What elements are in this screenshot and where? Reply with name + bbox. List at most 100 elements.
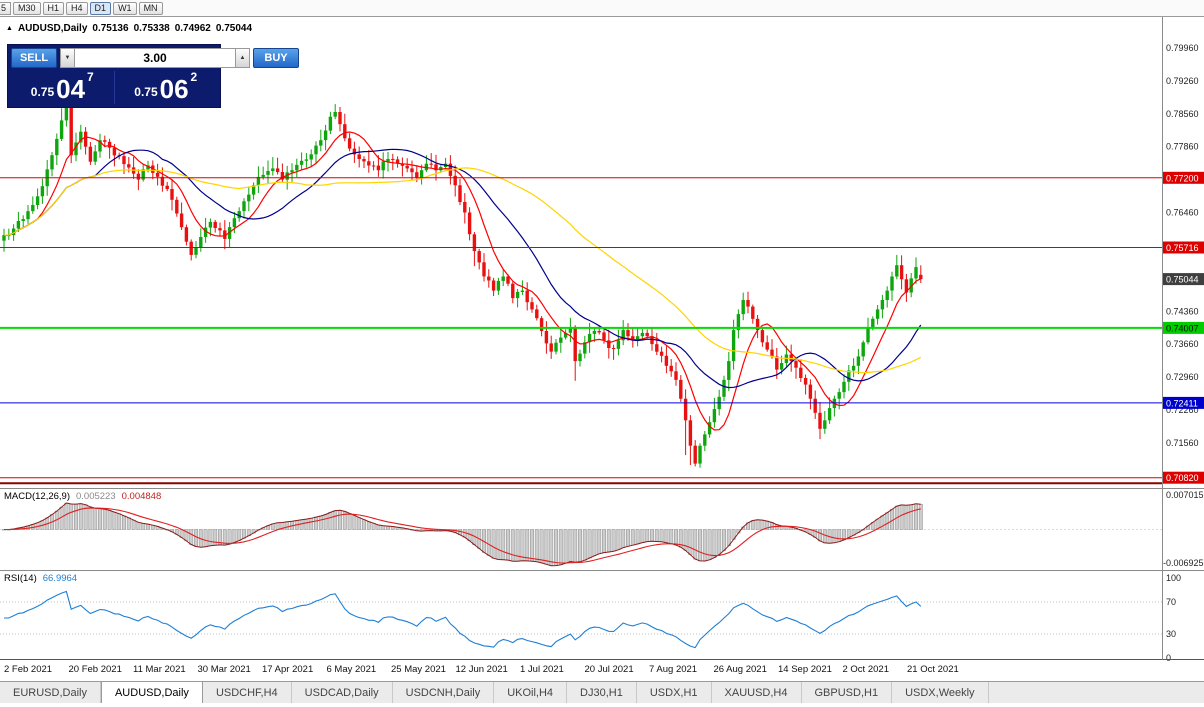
sell-price-pipette: 7 [87, 70, 94, 84]
macd-axis-max: 0.007015 [1166, 490, 1204, 500]
period-button-h4[interactable]: H4 [66, 1, 88, 15]
price-axis-label: 0.71560 [1166, 438, 1199, 448]
macd-signal-value: 0.004848 [121, 491, 162, 502]
price-badge [1163, 396, 1204, 409]
symbol-marker-icon: ▲ [6, 25, 13, 32]
price-badge [1163, 241, 1204, 254]
date-label: 2 Oct 2021 [843, 664, 889, 675]
ohlc-close: 0.75044 [215, 23, 253, 34]
macd-main-line [4, 502, 921, 567]
tab-dj30-h1[interactable]: DJ30,H1 [567, 682, 637, 703]
macd-signal-line [4, 507, 921, 564]
period-button-m30[interactable]: M30 [13, 1, 41, 15]
one-click-trading-panel: SELL ▼ ▲ BUY 0.75 04 7 0.75 06 2 [7, 44, 299, 108]
price-axis-label: 0.72960 [1166, 372, 1199, 382]
timeframe-toolbar: 5 M30 H1 H4 D1 W1 MN [0, 0, 1204, 17]
chart-symbol-label: AUDUSD,Daily [17, 23, 88, 34]
period-button-w1[interactable]: W1 [113, 1, 137, 15]
rsi-axis-label: 30 [1166, 629, 1176, 639]
price-axis-label: 0.79260 [1166, 76, 1199, 86]
period-button-d1[interactable]: D1 [89, 1, 112, 15]
ohlc-high: 0.75338 [133, 23, 170, 34]
rsi-axis-label: 100 [1166, 573, 1181, 583]
tab-usdx-h1[interactable]: USDX,H1 [637, 682, 712, 703]
tab-usdx-weekly[interactable]: USDX,Weekly [892, 682, 989, 703]
tab-usdcad-daily[interactable]: USDCAD,Daily [292, 682, 393, 703]
price-badge [1163, 171, 1204, 184]
date-label: 6 May 2021 [327, 664, 377, 675]
date-label: 26 Aug 2021 [714, 664, 767, 675]
price-axis-label: 0.79960 [1166, 43, 1199, 53]
tab-gbpusd-h1[interactable]: GBPUSD,H1 [802, 682, 893, 703]
price-badge [1163, 321, 1204, 334]
buy-button[interactable]: BUY [253, 48, 299, 68]
price-badge-text: 0.72411 [1166, 398, 1198, 408]
price-axis-label: 0.73660 [1166, 339, 1199, 349]
price-axis-label: 0.72260 [1166, 405, 1199, 415]
rsi-line [4, 590, 922, 649]
buy-price-pipette: 2 [190, 70, 198, 84]
date-label: 17 Apr 2021 [262, 664, 313, 675]
macd-axis-min: -0.006925 [1163, 558, 1204, 568]
tab-ukoil-h4[interactable]: UKOil,H4 [494, 682, 568, 703]
lot-size-spinner: ▼ ▲ [60, 48, 250, 68]
date-label: 11 Mar 2021 [133, 664, 186, 675]
price-axis-label: 0.77860 [1166, 142, 1199, 152]
period-button-5[interactable]: 5 [0, 1, 11, 15]
price-axis-label: 0.76460 [1166, 208, 1199, 218]
lot-increase-icon[interactable]: ▲ [235, 48, 250, 68]
ma-50-line [4, 167, 922, 374]
date-label: 20 Feb 2021 [69, 664, 122, 675]
date-label: 2 Feb 2021 [4, 664, 52, 675]
tab-xauusd-h4[interactable]: XAUUSD,H4 [712, 682, 802, 703]
chart-ohlc-title: ▲ AUDUSD,Daily 0.75136 0.75338 0.74962 0… [6, 23, 252, 34]
lot-decrease-icon[interactable]: ▼ [60, 48, 75, 68]
tab-usdchf-h4[interactable]: USDCHF,H4 [203, 682, 292, 703]
date-label: 21 Oct 2021 [907, 664, 959, 675]
price-badge-text: 0.74007 [1166, 323, 1199, 333]
tab-eurusd-daily[interactable]: EURUSD,Daily [0, 682, 101, 703]
price-badge [1163, 471, 1204, 484]
rsi-axis-label: 0 [1166, 653, 1171, 663]
tab-usdcnh-daily[interactable]: USDCNH,Daily [393, 682, 495, 703]
ma-20-line [4, 148, 922, 389]
date-label: 30 Mar 2021 [198, 664, 251, 675]
sell-price[interactable]: 0.75 04 7 [11, 71, 114, 104]
date-label: 25 May 2021 [391, 664, 446, 675]
macd-name: MACD(12,26,9) [4, 491, 70, 502]
sell-price-big-digits: 04 [56, 74, 86, 105]
sell-price-prefix: 0.75 [30, 85, 55, 100]
date-label: 1 Jul 2021 [520, 664, 564, 675]
rsi-value: 66.9964 [42, 573, 78, 584]
price-badge [1163, 273, 1204, 286]
buy-price-prefix: 0.75 [134, 85, 158, 100]
macd-indicator-label: MACD(12,26,9) 0.005223 0.004848 [4, 491, 161, 502]
rsi-name: RSI(14) [4, 573, 37, 584]
price-badge-text: 0.75716 [1166, 243, 1199, 253]
tab-audusd-daily[interactable]: AUDUSD,Daily [100, 682, 203, 703]
ohlc-open: 0.75136 [92, 23, 129, 34]
rsi-indicator-label: RSI(14) 66.9964 [4, 573, 77, 584]
lot-size-input[interactable] [75, 48, 235, 68]
date-label: 14 Sep 2021 [778, 664, 832, 675]
date-label: 20 Jul 2021 [585, 664, 634, 675]
macd-main-value: 0.005223 [76, 491, 116, 502]
buy-price[interactable]: 0.75 06 2 [113, 70, 218, 105]
period-button-h1[interactable]: H1 [42, 1, 65, 15]
date-label: 12 Jun 2021 [456, 664, 508, 675]
price-axis-label: 0.74360 [1166, 306, 1199, 316]
macd-histogram [2, 502, 923, 566]
rsi-axis-label: 70 [1166, 597, 1176, 607]
ohlc-low: 0.74962 [174, 23, 211, 34]
sell-button[interactable]: SELL [11, 48, 57, 68]
price-axis-label: 0.78560 [1166, 109, 1199, 119]
buy-price-big-digits: 06 [159, 74, 189, 105]
date-label: 7 Aug 2021 [649, 664, 697, 675]
price-badge-text: 0.70820 [1166, 473, 1199, 483]
price-badge-text: 0.75044 [1166, 275, 1199, 285]
chart-tabbar: EURUSD,Daily AUDUSD,Daily USDCHF,H4 USDCAD,… [0, 681, 1204, 703]
period-button-mn[interactable]: MN [138, 1, 163, 15]
price-badge-text: 0.77200 [1166, 173, 1199, 183]
